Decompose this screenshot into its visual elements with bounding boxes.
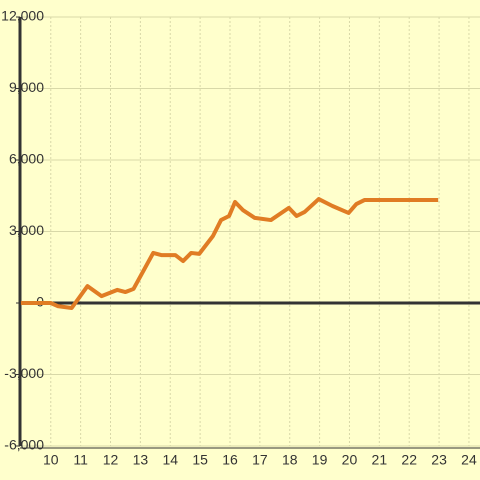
x-tick-label: 11 [73, 452, 88, 468]
x-tick-label: 22 [401, 452, 417, 468]
x-tick-label: 19 [312, 452, 328, 468]
x-tick-label: 21 [372, 452, 388, 468]
x-tick-label: 12 [103, 452, 119, 468]
x-tick-label: 16 [222, 452, 238, 468]
x-tick-label: 10 [43, 452, 59, 468]
x-tick-label: 14 [162, 452, 178, 468]
x-tick-label: 13 [133, 452, 149, 468]
y-tick-label: 12,000 [1, 8, 44, 24]
y-tick-label: 9,000 [9, 79, 44, 95]
x-tick-label: 23 [431, 452, 447, 468]
y-tick-label: -6,000 [4, 437, 44, 453]
x-tick-label: 17 [252, 452, 268, 468]
x-tick-label: 24 [461, 452, 477, 468]
x-tick-label: 18 [282, 452, 298, 468]
line-series [20, 197, 439, 311]
y-tick-label: 6,000 [9, 151, 44, 167]
y-tick-label: 3,000 [9, 222, 44, 238]
x-tick-label: 20 [342, 452, 358, 468]
y-tick-label: -3,000 [4, 365, 44, 381]
x-tick-label: 15 [192, 452, 208, 468]
